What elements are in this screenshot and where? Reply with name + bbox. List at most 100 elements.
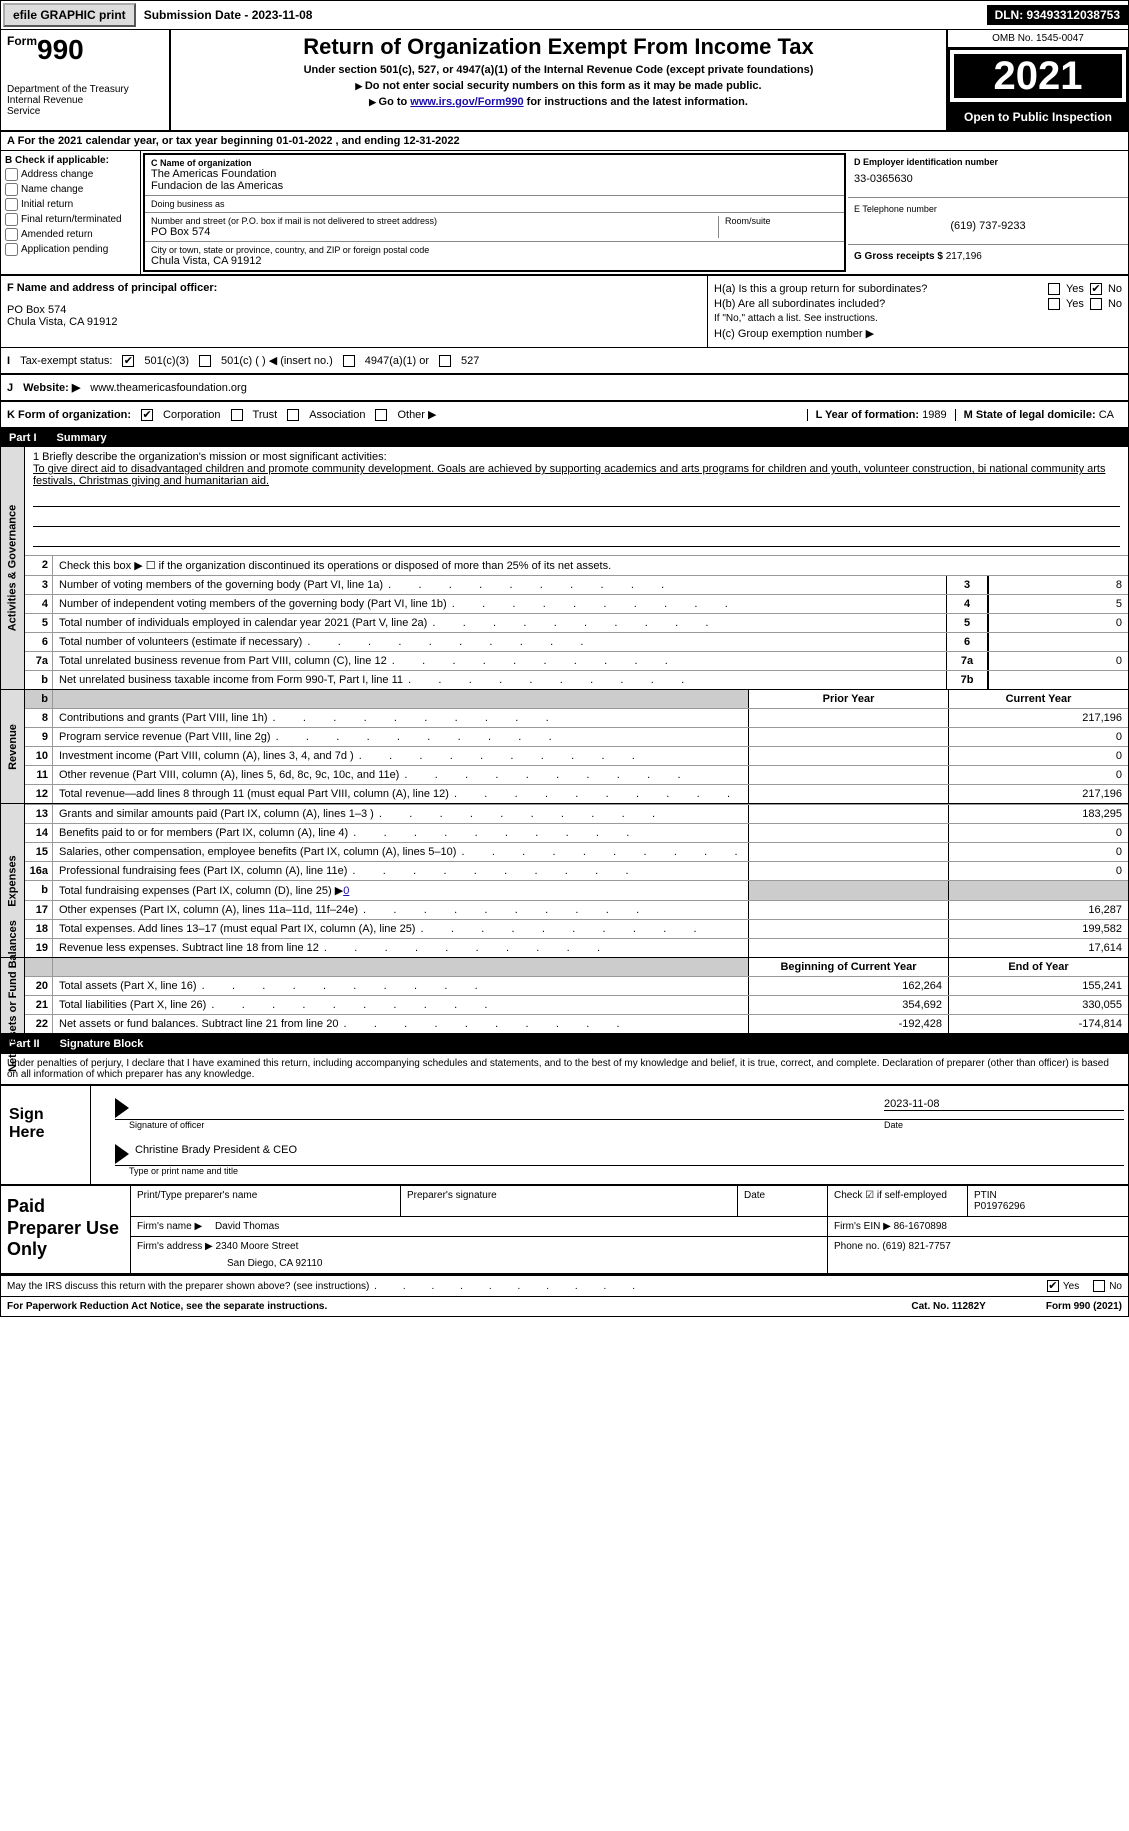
chk-initial-return[interactable]: Initial return <box>5 198 136 211</box>
chk-address-change[interactable]: Address change <box>5 168 136 181</box>
line-1-prompt: 1 Briefly describe the organization's mi… <box>33 451 1120 463</box>
line-b: bTotal fundraising expenses (Part IX, co… <box>25 880 1128 900</box>
firm-ein: 86-1670898 <box>894 1221 947 1232</box>
irs-link[interactable]: www.irs.gov/Form990 <box>410 96 523 108</box>
line-19: 19Revenue less expenses. Subtract line 1… <box>25 938 1128 957</box>
line-6: 6Total number of volunteers (estimate if… <box>25 632 1128 651</box>
line-5: 5Total number of individuals employed in… <box>25 613 1128 632</box>
firm-phone: (619) 821-7757 <box>882 1241 950 1252</box>
chk-amended-return[interactable]: Amended return <box>5 228 136 241</box>
state-domicile: CA <box>1099 409 1114 421</box>
topbar: efile GRAPHIC print Submission Date - 20… <box>1 1 1128 30</box>
chk-name-change[interactable]: Name change <box>5 183 136 196</box>
line-3: 3Number of voting members of the governi… <box>25 575 1128 594</box>
ein: 33-0365630 <box>854 167 1122 191</box>
paid-preparer-section: Paid Preparer Use Only Print/Type prepar… <box>1 1186 1128 1275</box>
discuss-row: May the IRS discuss this return with the… <box>1 1275 1128 1296</box>
summary-revenue: Revenue b Prior Year Current Year 8Contr… <box>1 690 1128 804</box>
line-14: 14Benefits paid to or for members (Part … <box>25 823 1128 842</box>
gross-receipts: 217,196 <box>946 251 982 262</box>
current-year-hdr: Current Year <box>948 690 1128 708</box>
dln: DLN: 93493312038753 <box>987 5 1128 25</box>
firm-addr-2: San Diego, CA 92110 <box>227 1258 821 1269</box>
form-subtitle-1: Under section 501(c), 527, or 4947(a)(1)… <box>177 64 940 76</box>
ha-yes[interactable] <box>1048 283 1060 295</box>
chk-application-pending[interactable]: Application pending <box>5 243 136 256</box>
hb-yes[interactable] <box>1048 298 1060 310</box>
part-2-header: Part II Signature Block <box>1 1035 1128 1053</box>
chk-501c3[interactable] <box>122 355 134 367</box>
signature-section: Sign Here 2023-11-08 Signature of office… <box>1 1084 1128 1186</box>
efile-print-button[interactable]: efile GRAPHIC print <box>3 3 136 27</box>
line- b: bNet unrelated business taxable income f… <box>25 670 1128 689</box>
form-header: Form990 Department of the Treasury Inter… <box>1 30 1128 132</box>
city-state-zip: Chula Vista, CA 91912 <box>151 255 838 267</box>
section-b-through-g: B Check if applicable: Address change Na… <box>1 151 1128 275</box>
form-subtitle-3: Go to www.irs.gov/Form990 for instructio… <box>177 96 940 108</box>
form-number: Form990 <box>7 34 163 66</box>
row-a-tax-year: A For the 2021 calendar year, or tax yea… <box>1 132 1128 151</box>
chk-association[interactable] <box>287 409 299 421</box>
end-year-hdr: End of Year <box>948 958 1128 976</box>
mission-text: To give direct aid to disadvantaged chil… <box>33 463 1120 487</box>
line-21: 21Total liabilities (Part X, line 26)354… <box>25 995 1128 1014</box>
line-16a: 16aProfessional fundraising fees (Part I… <box>25 861 1128 880</box>
discuss-no[interactable] <box>1093 1280 1105 1292</box>
row-j-website: J Website: ▶ www.theamericasfoundation.o… <box>1 374 1128 401</box>
summary-activities: Activities & Governance 1 Briefly descri… <box>1 447 1128 690</box>
line-17: 17Other expenses (Part IX, column (A), l… <box>25 900 1128 919</box>
discuss-yes[interactable] <box>1047 1280 1059 1292</box>
chk-final-return[interactable]: Final return/terminated <box>5 213 136 226</box>
line-18: 18Total expenses. Add lines 13–17 (must … <box>25 919 1128 938</box>
chk-other[interactable] <box>375 409 387 421</box>
chk-corporation[interactable] <box>141 409 153 421</box>
ptin: P01976296 <box>974 1201 1122 1212</box>
footer-row: For Paperwork Reduction Act Notice, see … <box>1 1296 1128 1316</box>
sign-arrow-icon <box>115 1098 129 1118</box>
section-c-box: C Name of organization The Americas Foun… <box>143 153 846 272</box>
row-i-tax-exempt: I Tax-exempt status: 501(c)(3) 501(c) ( … <box>1 347 1128 374</box>
submission-date: Submission Date - 2023-11-08 <box>138 5 319 25</box>
chk-527[interactable] <box>439 355 451 367</box>
line-15: 15Salaries, other compensation, employee… <box>25 842 1128 861</box>
omb-number: OMB No. 1545-0047 <box>948 30 1128 48</box>
chk-4947[interactable] <box>343 355 355 367</box>
sign-arrow-icon-2 <box>115 1144 129 1164</box>
line-20: 20Total assets (Part X, line 16)162,2641… <box>25 976 1128 995</box>
summary-net-assets: Net Assets or Fund Balances Beginning of… <box>1 958 1128 1035</box>
line-7a: 7aTotal unrelated business revenue from … <box>25 651 1128 670</box>
hb-no[interactable] <box>1090 298 1102 310</box>
part-1-header: Part I Summary <box>1 429 1128 447</box>
form-subtitle-2: Do not enter social security numbers on … <box>177 80 940 92</box>
ha-no[interactable] <box>1090 283 1102 295</box>
line-12: 12Total revenue—add lines 8 through 11 (… <box>25 784 1128 803</box>
summary-expenses: Expenses 13Grants and similar amounts pa… <box>1 804 1128 958</box>
chk-501c[interactable] <box>199 355 211 367</box>
officer-name: Christine Brady President & CEO <box>135 1144 297 1163</box>
row-f-h: F Name and address of principal officer:… <box>1 275 1128 347</box>
org-name-2: Fundacion de las Americas <box>151 180 838 192</box>
form-title: Return of Organization Exempt From Incom… <box>177 34 940 60</box>
firm-name: David Thomas <box>215 1221 279 1232</box>
line-9: 9Program service revenue (Part VIII, lin… <box>25 727 1128 746</box>
open-to-public: Open to Public Inspection <box>948 104 1128 130</box>
form-document: efile GRAPHIC print Submission Date - 20… <box>0 0 1129 1317</box>
prior-year-hdr: Prior Year <box>748 690 948 708</box>
org-name-1: The Americas Foundation <box>151 168 838 180</box>
line-2: Check this box ▶ ☐ if the organization d… <box>53 556 1128 575</box>
department: Department of the Treasury Internal Reve… <box>7 84 163 117</box>
street-address: PO Box 574 <box>151 226 718 238</box>
website-url: www.theamericasfoundation.org <box>90 382 247 394</box>
section-b-checkboxes: B Check if applicable: Address change Na… <box>1 151 141 274</box>
chk-trust[interactable] <box>231 409 243 421</box>
officer-addr-1: PO Box 574 <box>7 304 701 316</box>
penalties-statement: Under penalties of perjury, I declare th… <box>1 1053 1128 1084</box>
line-8: 8Contributions and grants (Part VIII, li… <box>25 708 1128 727</box>
line-13: 13Grants and similar amounts paid (Part … <box>25 804 1128 823</box>
beginning-year-hdr: Beginning of Current Year <box>748 958 948 976</box>
firm-addr-1: 2340 Moore Street <box>216 1241 299 1252</box>
line-10: 10Investment income (Part VIII, column (… <box>25 746 1128 765</box>
section-d-e-g: D Employer identification number 33-0365… <box>848 151 1128 274</box>
line-11: 11Other revenue (Part VIII, column (A), … <box>25 765 1128 784</box>
line-22: 22Net assets or fund balances. Subtract … <box>25 1014 1128 1033</box>
